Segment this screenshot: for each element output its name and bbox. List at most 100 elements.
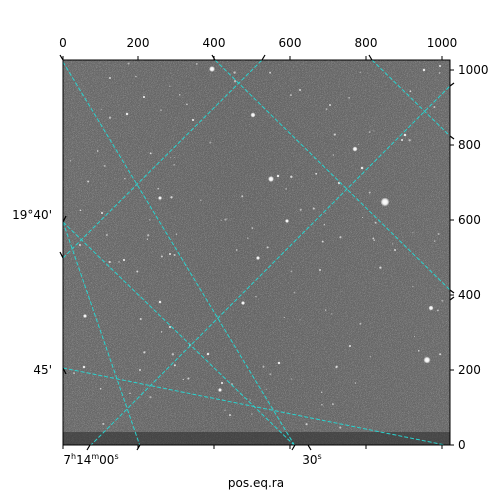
- faint-star: [354, 382, 357, 384]
- faint-star: [251, 413, 253, 415]
- grid-line: [214, 60, 450, 291]
- faint-star: [103, 164, 106, 167]
- star: [393, 248, 397, 252]
- faint-star: [335, 365, 338, 368]
- top-pixel-tick-labels: 0 200 400 600 800 1000: [59, 36, 457, 50]
- faint-star: [149, 219, 151, 221]
- star: [241, 301, 245, 305]
- star: [206, 352, 210, 356]
- tick-label: 800: [355, 36, 378, 50]
- star: [423, 356, 431, 364]
- star: [250, 112, 256, 118]
- faint-star: [224, 409, 226, 412]
- faint-star: [299, 319, 301, 321]
- tick-label: 600: [458, 213, 481, 227]
- faint-star: [339, 426, 342, 429]
- faint-star: [331, 403, 334, 406]
- faint-star: [324, 212, 327, 214]
- tick-label: 30s: [302, 452, 321, 467]
- star: [285, 219, 289, 223]
- faint-star: [96, 150, 99, 152]
- star: [191, 118, 195, 122]
- star: [228, 413, 232, 417]
- faint-star: [339, 236, 342, 239]
- faint-star: [373, 130, 375, 132]
- tick-label: 1000: [427, 36, 458, 50]
- left-world-tick-labels: 19°40' 45': [12, 208, 52, 377]
- faint-star: [368, 191, 371, 194]
- faint-star: [437, 232, 440, 236]
- faint-star: [118, 261, 120, 263]
- faint-star: [315, 172, 318, 175]
- faint-star: [127, 62, 130, 65]
- faint-star: [437, 309, 439, 312]
- faint-star: [170, 157, 172, 159]
- faint-star: [170, 196, 173, 199]
- faint-star: [160, 331, 163, 333]
- pixel-ticks: [62, 56, 454, 449]
- faint-star: [135, 75, 137, 78]
- faint-star: [99, 388, 102, 390]
- tick-label: 7h14m00s: [63, 452, 118, 467]
- faint-star: [160, 109, 162, 112]
- faint-star: [149, 396, 152, 399]
- faint-star: [139, 317, 142, 321]
- faint-star: [157, 187, 160, 190]
- faint-star: [412, 285, 414, 288]
- faint-star: [105, 233, 108, 237]
- star: [108, 76, 112, 80]
- faint-star: [175, 233, 178, 235]
- faint-star: [209, 141, 212, 144]
- star: [428, 305, 434, 311]
- faint-star: [182, 378, 184, 381]
- faint-star: [174, 157, 176, 159]
- faint-star: [149, 152, 152, 155]
- faint-star: [290, 378, 293, 380]
- faint-star: [147, 234, 150, 237]
- faint-star: [87, 180, 90, 183]
- faint-star: [359, 322, 362, 325]
- faint-star: [102, 422, 105, 425]
- faint-star: [249, 399, 251, 401]
- faint-star: [220, 219, 223, 221]
- faint-star: [247, 237, 249, 239]
- faint-star: [417, 349, 420, 352]
- star: [125, 112, 129, 116]
- right-pixel-tick-labels: 1000 800 600 400 200 0: [458, 63, 489, 452]
- faint-star: [412, 232, 414, 234]
- faint-star: [266, 246, 269, 249]
- faint-star: [439, 353, 442, 356]
- faint-star: [372, 237, 375, 240]
- tick-label: 800: [458, 138, 481, 152]
- star: [158, 300, 162, 304]
- faint-star: [173, 164, 175, 166]
- faint-star: [169, 85, 171, 87]
- faint-star: [255, 295, 257, 298]
- faint-star: [320, 391, 323, 393]
- faint-star: [108, 260, 111, 264]
- faint-star: [146, 238, 149, 240]
- faint-star: [359, 71, 361, 73]
- faint-star: [362, 216, 364, 219]
- faint-star: [283, 316, 285, 318]
- faint-star: [348, 96, 351, 99]
- grid-line: [90, 85, 450, 445]
- faint-star: [299, 208, 302, 211]
- faint-star: [124, 177, 126, 180]
- faint-star: [226, 218, 228, 220]
- faint-star: [325, 108, 328, 111]
- star: [218, 388, 222, 392]
- faint-star: [438, 72, 441, 74]
- star: [352, 146, 358, 152]
- faint-star: [433, 106, 436, 108]
- faint-star: [373, 239, 375, 241]
- faint-star: [79, 209, 82, 212]
- tick-label: 0: [59, 36, 67, 50]
- faint-star: [100, 108, 102, 110]
- star: [168, 325, 172, 329]
- world-ticks: [59, 54, 455, 451]
- faint-star: [235, 249, 238, 251]
- faint-star: [269, 71, 271, 74]
- tick-label: 0: [458, 438, 466, 452]
- faint-star: [324, 309, 327, 311]
